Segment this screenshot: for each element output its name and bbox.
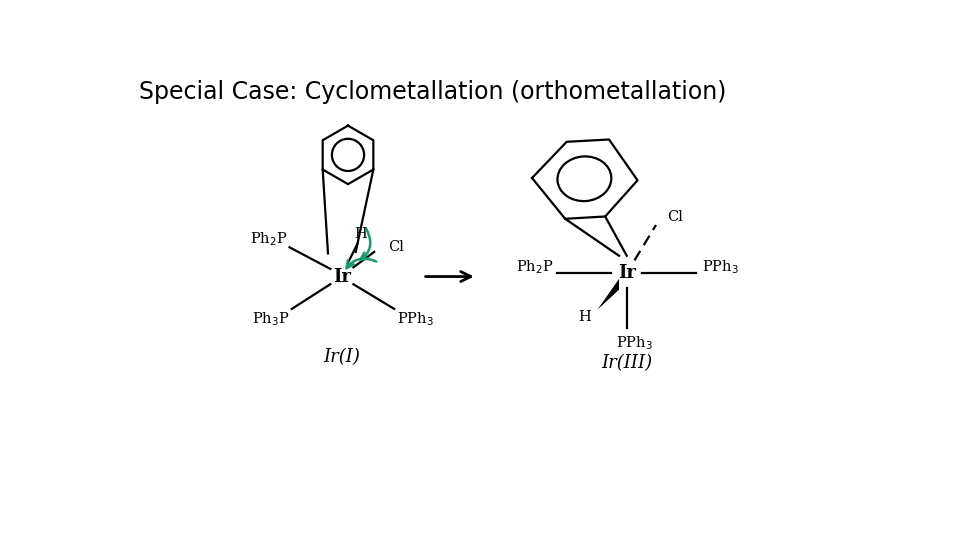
Text: Ir(I): Ir(I) — [324, 348, 360, 367]
Text: Ph$_3$P: Ph$_3$P — [252, 310, 290, 328]
Text: Ph$_2$P: Ph$_2$P — [250, 231, 287, 248]
FancyArrowPatch shape — [347, 259, 376, 268]
Text: Cl: Cl — [388, 240, 404, 254]
Text: PPh$_3$: PPh$_3$ — [396, 310, 434, 328]
Text: Ir: Ir — [617, 264, 636, 282]
Text: H: H — [355, 227, 368, 241]
Text: Ph$_2$P: Ph$_2$P — [516, 259, 553, 276]
Text: Special Case: Cyclometallation (orthometallation): Special Case: Cyclometallation (orthomet… — [139, 80, 727, 104]
FancyArrowPatch shape — [360, 229, 371, 260]
Text: Ir: Ir — [333, 267, 350, 286]
Text: Ir(III): Ir(III) — [601, 355, 652, 373]
Text: H: H — [578, 310, 590, 325]
Text: PPh$_3$: PPh$_3$ — [703, 259, 739, 276]
Text: Cl: Cl — [667, 210, 683, 224]
Text: PPh$_3$: PPh$_3$ — [616, 335, 653, 353]
Polygon shape — [597, 279, 619, 309]
